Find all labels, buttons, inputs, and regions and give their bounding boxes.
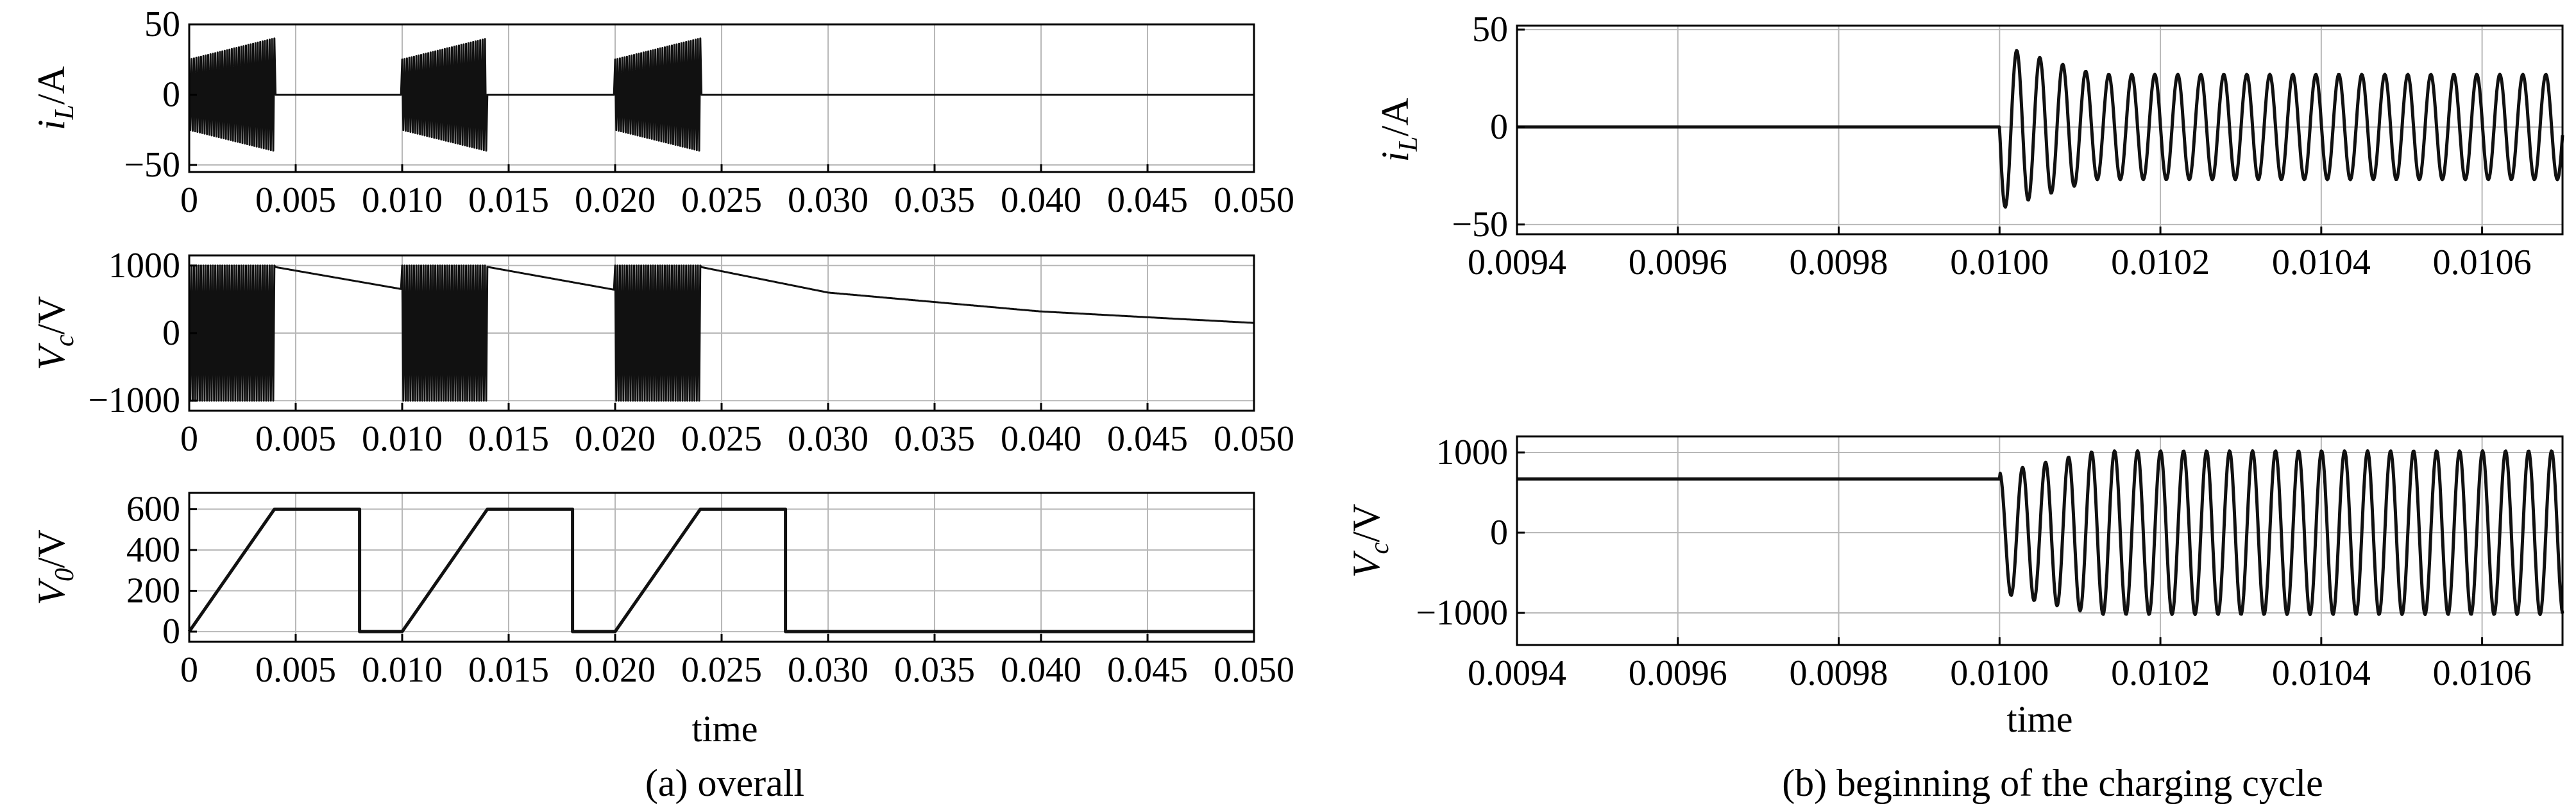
series-line (187, 507, 1254, 633)
x-tick-label: 0.0094 (1468, 243, 1566, 282)
x-tick-label: 0.0096 (1629, 653, 1727, 693)
panel-a3: 0 0.005 0.010 0.015 0.020 0.025 0.030 0.035 0.04… (30, 489, 1294, 690)
caption-right: (b) beginning of the charging cycle (1782, 762, 2323, 804)
y-tick-label: 600 (126, 489, 180, 529)
x-tick-label: 0.0098 (1790, 243, 1888, 282)
x-tick-label: 0.035 (894, 650, 975, 690)
x-tick-label: 0.0094 (1468, 653, 1566, 693)
x-tick-label: 0 (180, 180, 198, 220)
x-tick-label: 0.0104 (2272, 653, 2371, 693)
x-tick-label: 0.0098 (1790, 653, 1888, 693)
y-axis-label: V0/V (30, 529, 80, 605)
x-tick-label: 0.010 (362, 180, 443, 220)
x-tick-label: 0.045 (1107, 180, 1188, 220)
x-tick-label: 0.050 (1214, 180, 1294, 220)
x-tick-label: 0.025 (681, 650, 762, 690)
y-tick-label: 1000 (108, 246, 180, 286)
x-tick-label: 0 (180, 419, 198, 459)
series-line (188, 264, 1255, 402)
x-tick-label: 0.025 (681, 180, 762, 220)
x-tick-label: 0.0106 (2433, 243, 2532, 282)
x-tick-label: 0.030 (788, 650, 869, 690)
x-tick-label: 0.025 (681, 419, 762, 459)
caption-left: (a) overall (645, 762, 804, 804)
x-tick-label: 0.040 (1001, 650, 1081, 690)
x-tick-label: 0.045 (1107, 419, 1188, 459)
x-tick-label: 0.015 (468, 650, 549, 690)
panel-b2: 0.0094 0.0096 0.0098 0.0100 0.0102 0.0104 0.01… (1345, 433, 2564, 740)
panel-a2: 0 0.005 0.010 0.015 0.020 0.025 0.030 0.035 0.04… (30, 246, 1294, 459)
y-tick-label: 200 (126, 571, 180, 611)
panel-a1: 0 0.005 0.010 0.015 0.020 0.025 0.030 0.035 0.04… (30, 4, 1294, 220)
x-tick-label: 0.040 (1001, 419, 1081, 459)
x-tick-label: 0.030 (788, 180, 869, 220)
x-tick-label: 0.035 (894, 419, 975, 459)
x-tick-label: 0.005 (255, 180, 336, 220)
y-tick-label: −1000 (1416, 593, 1508, 633)
x-tick-label: 0.015 (468, 419, 549, 459)
x-tick-label: 0.050 (1214, 650, 1294, 690)
panel-b1: 0.0094 0.0096 0.0098 0.0100 0.0102 0.0104 0.01… (1374, 10, 2564, 282)
x-axis-label: time (2006, 698, 2072, 740)
y-axis-label: Vc/V (1345, 504, 1394, 578)
x-tick-label: 0.020 (575, 419, 656, 459)
x-tick-label: 0.0102 (2111, 243, 2210, 282)
plot-frame (1516, 24, 2564, 236)
x-tick-label: 0.010 (362, 419, 443, 459)
x-tick-label: 0.015 (468, 180, 549, 220)
y-tick-label: 50 (144, 4, 180, 44)
series-line (1516, 449, 2564, 616)
plot-frame (1516, 435, 2564, 646)
x-tick-label: 0.0100 (1950, 243, 2049, 282)
y-tick-label: 0 (162, 75, 180, 115)
y-axis-label: iL/A (30, 66, 80, 130)
x-tick-label: 0.050 (1214, 419, 1294, 459)
y-tick-label: 0 (1490, 107, 1508, 147)
x-tick-label: 0.0104 (2272, 243, 2371, 282)
x-tick-label: 0.005 (255, 650, 336, 690)
series-line (188, 37, 1254, 152)
series-line (1516, 49, 2564, 209)
y-axis-label: iL/A (1374, 98, 1423, 162)
xlabel-left: time (691, 708, 758, 750)
y-tick-label: 400 (126, 530, 180, 570)
x-tick-label: 0.0106 (2433, 653, 2532, 693)
y-tick-label: 50 (1472, 10, 1508, 49)
y-tick-label: 1000 (1436, 433, 1508, 472)
y-tick-label: −50 (124, 145, 180, 185)
x-tick-label: 0.045 (1107, 650, 1188, 690)
x-tick-label: 0.0096 (1629, 243, 1727, 282)
y-tick-label: −50 (1452, 205, 1508, 245)
y-tick-label: 0 (162, 313, 180, 353)
x-tick-label: 0.035 (894, 180, 975, 220)
x-tick-label: 0.010 (362, 650, 443, 690)
x-tick-label: 0.0100 (1950, 653, 2049, 693)
y-axis-label: Vc/V (30, 296, 80, 370)
x-tick-label: 0.030 (788, 419, 869, 459)
x-tick-label: 0.005 (255, 419, 336, 459)
y-tick-label: 0 (1490, 513, 1508, 553)
x-tick-label: 0.040 (1001, 180, 1081, 220)
x-tick-label: 0.020 (575, 180, 656, 220)
x-tick-label: 0 (180, 650, 198, 690)
x-tick-label: 0.020 (575, 650, 656, 690)
x-tick-label: 0.0102 (2111, 653, 2210, 693)
y-tick-label: 0 (162, 612, 180, 651)
y-tick-label: −1000 (88, 381, 180, 420)
